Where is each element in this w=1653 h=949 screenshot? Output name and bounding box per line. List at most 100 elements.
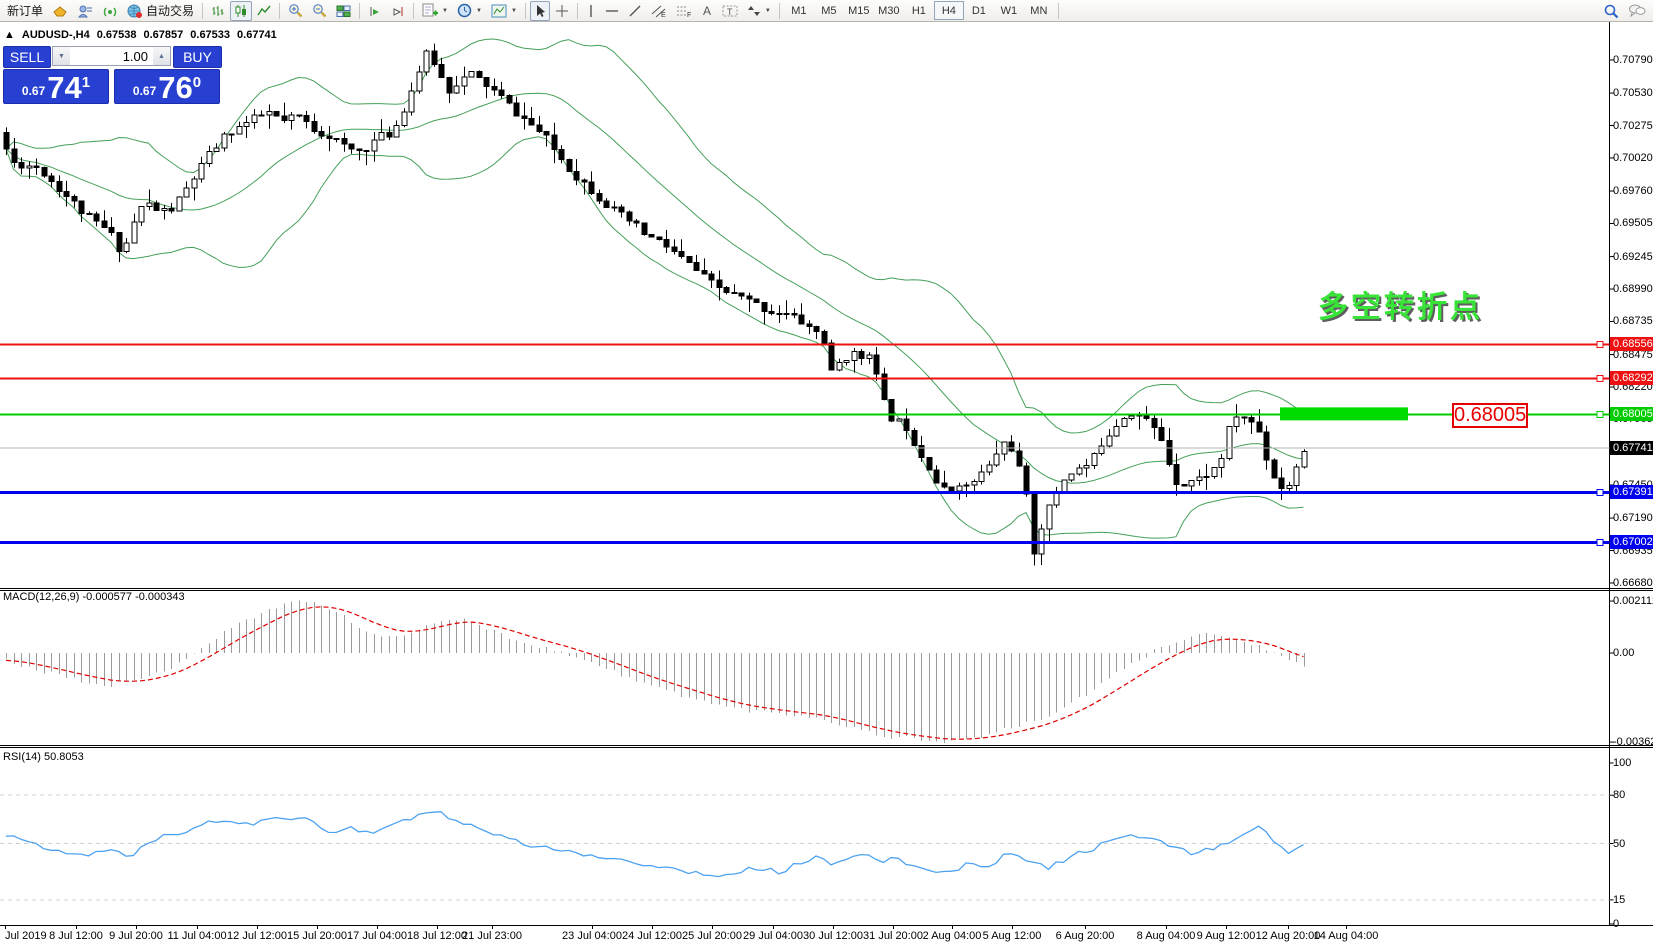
buy-button[interactable]: BUY (173, 46, 222, 68)
time-tick-label: 5 Aug 12:00 (982, 930, 1042, 942)
buy-price-box[interactable]: 0.67 76 0 (114, 69, 220, 104)
time-tick-label: 18 Jul 12:00 (407, 930, 467, 942)
tile-windows-icon[interactable] (332, 1, 355, 21)
price-tick-label: 0.70790 (1613, 53, 1653, 66)
svg-text:E: E (661, 12, 666, 18)
timeframe-button-h4[interactable]: H4 (933, 1, 964, 20)
macd-name: MACD(12,26,9) (3, 591, 80, 603)
time-tick-label: 21 Jul 23:00 (462, 930, 522, 942)
turning-point-annotation[interactable]: 多空转折点 (1318, 291, 1483, 324)
price-tick-label: 0.68990 (1613, 283, 1653, 296)
price-level-label[interactable]: 0.68005 (1452, 403, 1528, 428)
cursor-icon[interactable] (529, 0, 550, 21)
trendline-icon[interactable] (624, 1, 646, 21)
time-tick-label: Jul 2019 (5, 930, 47, 942)
time-tick-label: 2 Aug 04:00 (922, 930, 982, 942)
price-tick-label: 0.70275 (1613, 119, 1653, 132)
price-line-badge: 0.68005 (1610, 407, 1653, 421)
toolbar-separator (359, 2, 361, 19)
collapse-arrow-icon[interactable]: ▲ (4, 29, 15, 41)
text-icon[interactable]: A (697, 1, 717, 21)
timeframe-button-m15[interactable]: M15 (848, 4, 870, 17)
user-chart-icon[interactable] (73, 1, 97, 21)
timeframe-button-m30[interactable]: M30 (878, 4, 900, 17)
timeframe-button-w1[interactable]: W1 (1000, 4, 1018, 17)
sell-price-small: 0.67 (21, 84, 46, 98)
new-chart-icon[interactable]: ▼ (418, 1, 452, 21)
profiles-clock-icon[interactable]: ▼ (453, 1, 486, 21)
volume-decrease-button[interactable]: ▼ (53, 47, 70, 65)
price-tick-label: 0.67190 (1613, 512, 1653, 525)
toolbar-separator (524, 2, 526, 19)
vertical-line-icon[interactable] (582, 1, 600, 21)
globe-icon (127, 4, 143, 18)
macd-tick-label: 0.00 (1613, 647, 1635, 659)
fibonacci-icon[interactable]: F (672, 1, 696, 21)
toolbar-separator (576, 2, 578, 19)
volume-stepper: ▼ ▲ (52, 46, 171, 66)
crosshair-icon[interactable] (551, 1, 573, 21)
yellow-tag-icon[interactable] (48, 1, 72, 21)
chart-shift-icon[interactable] (387, 1, 409, 21)
indicators-icon[interactable]: ▼ (487, 1, 521, 21)
auto-trading-button[interactable]: 自动交易 (123, 1, 198, 21)
volume-increase-button[interactable]: ▲ (153, 47, 170, 65)
channel-icon[interactable]: E (647, 1, 671, 21)
auto-scroll-icon[interactable] (364, 1, 386, 21)
zoom-out-icon[interactable] (308, 1, 331, 21)
arrows-icon[interactable]: ▼ (743, 1, 775, 21)
sell-price-box[interactable]: 0.67 74 1 (3, 69, 109, 104)
chevron-down-icon: ▼ (510, 7, 517, 14)
bar-chart-icon[interactable] (207, 1, 229, 21)
price-tick-label: 0.66680 (1613, 576, 1653, 589)
time-tick-label: 15 Jul 20:00 (287, 930, 347, 942)
symbol-name: AUDUSD-,H4 (21, 29, 90, 41)
svg-text:F: F (687, 12, 691, 18)
horizontal-line-icon[interactable] (601, 1, 623, 21)
search-icon[interactable] (1599, 1, 1623, 21)
signal-icon[interactable] (98, 1, 122, 21)
ohlc-close: 0.67741 (237, 29, 277, 41)
price-tick-label: 0.70530 (1613, 87, 1653, 100)
rsi-tick-label: 100 (1613, 757, 1632, 769)
chevron-down-icon: ▼ (442, 7, 448, 14)
toolbar-separator (413, 2, 415, 19)
macd-value-signal: -0.000343 (135, 591, 185, 603)
current-price-badge: 0.67741 (1610, 441, 1653, 455)
new-order-button[interactable]: 新订单 (3, 1, 47, 21)
price-tick-label: 0.68735 (1613, 315, 1653, 328)
main-toolbar: 新订单 自动交易 ▼ ▼ ▼ E F A T ▼ M1 M5 M15 M30 H1 H4 D… (0, 0, 1653, 22)
line-chart-icon[interactable] (253, 1, 275, 21)
time-tick-label: 14 Aug 04:00 (1313, 930, 1379, 942)
timeframe-button-d1[interactable]: D1 (971, 4, 986, 17)
ohlc-high: 0.67857 (143, 29, 184, 41)
macd-value-main: -0.000577 (82, 591, 133, 603)
timeframe-button-mn[interactable]: MN (1030, 4, 1048, 17)
macd-tick-label: -0.003622 (1613, 736, 1653, 749)
candlestick-chart-icon[interactable] (230, 0, 253, 21)
chat-icon[interactable] (1624, 1, 1650, 21)
toolbar-separator (778, 2, 780, 19)
timeframe-button-m1[interactable]: M1 (791, 4, 807, 17)
rsi-tick-label: 50 (1613, 837, 1626, 850)
macd-tick-label: 0.002112 (1613, 595, 1653, 608)
chevron-down-icon: ▼ (475, 7, 482, 14)
time-tick-label: 11 Jul 04:00 (167, 930, 227, 942)
sell-label: SELL (9, 49, 45, 65)
time-tick-label: 8 Jul 12:00 (49, 930, 103, 942)
timeframe-button-m5[interactable]: M5 (821, 4, 837, 17)
time-tick-label: 9 Aug 12:00 (1196, 930, 1256, 942)
zoom-in-icon[interactable] (284, 1, 307, 21)
price-line-badge: 0.68556 (1610, 337, 1653, 351)
volume-input[interactable] (70, 47, 153, 65)
sell-price-big: 74 (47, 70, 82, 105)
text-label-icon[interactable]: T (718, 1, 742, 21)
buy-label: BUY (183, 49, 212, 65)
sell-button[interactable]: SELL (3, 46, 51, 68)
buy-price-big: 76 (158, 70, 193, 105)
buy-price-small: 0.67 (132, 84, 157, 98)
timeframe-button-h1[interactable]: H1 (911, 4, 926, 17)
new-order-label: 新订单 (7, 4, 44, 18)
